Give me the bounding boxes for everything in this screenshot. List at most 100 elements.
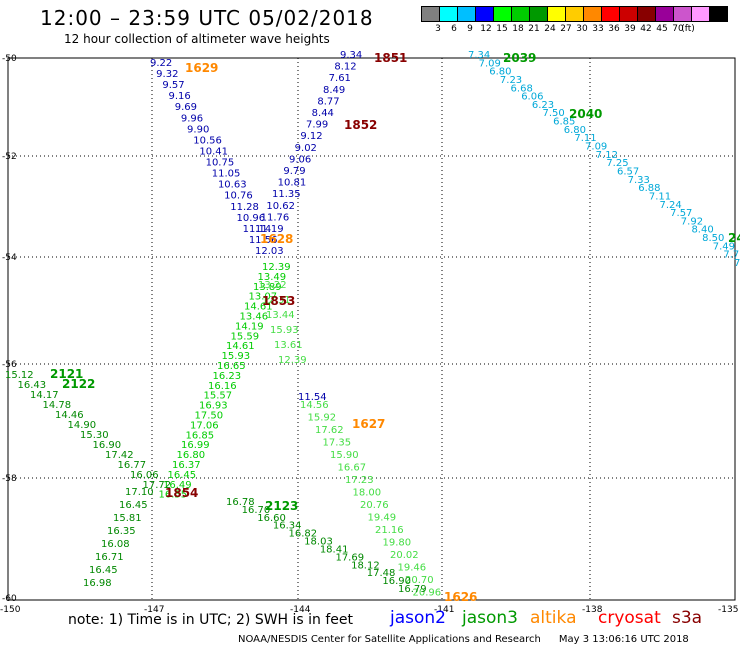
legend-label: 24 (544, 24, 556, 34)
satellite-cryosat: cryosat (598, 608, 661, 628)
wave-height-value: 17.48 (367, 568, 396, 579)
legend-label: 21 (528, 24, 540, 34)
wave-height-value: 8.77 (317, 96, 339, 107)
legend-swatch (709, 6, 728, 22)
wave-height-value: 17.10 (125, 487, 154, 498)
wave-height-value: 13.61 (274, 340, 303, 351)
pass-id-label: 1629 (185, 61, 218, 75)
wave-height-value: 14.17 (30, 390, 59, 401)
wave-height-value: 16.16 (208, 381, 237, 392)
wave-height-value: 8.50 (702, 233, 724, 244)
map-title: 12:00 – 23:59 UTC 05/02/2018 (40, 6, 374, 30)
wave-height-value: 14.19 (235, 321, 264, 332)
legend-label: 39 (624, 24, 636, 34)
note-text: note: 1) Time is in UTC; 2) SWH is in fe… (68, 612, 354, 628)
legend-label: 45 (656, 24, 668, 34)
wave-height-value: 16.80 (177, 450, 206, 461)
wave-height-value: 10.75 (206, 158, 235, 169)
wave-height-value: 16.71 (95, 552, 124, 563)
wave-height-value: 16.99 (181, 440, 210, 451)
wave-height-value: 16.23 (213, 371, 242, 382)
wave-height-value: 17.69 (335, 552, 364, 563)
wave-height-value: 13.49 (258, 272, 287, 283)
wave-height-value: 7.12 (596, 150, 618, 161)
wave-height-value: 16.37 (172, 460, 201, 471)
pass-id-label: 24 (728, 231, 740, 245)
lon-label: -141 (434, 605, 454, 615)
satellite-jason3: jason3 (462, 608, 518, 628)
lat-label: -56 (2, 360, 17, 370)
wave-height-value: 6.85 (553, 117, 575, 128)
wave-height-value: 15.12 (5, 370, 34, 381)
wave-height-value: 9.69 (175, 102, 197, 113)
wave-height-value: 11.76 (261, 212, 290, 223)
wave-height-value: 15.57 (204, 391, 233, 402)
wave-height-value: 7.33 (628, 175, 650, 186)
wave-height-value: 16.70 (242, 505, 271, 516)
wave-height-value: 15.92 (308, 413, 337, 424)
wave-height-value: 14.56 (300, 400, 329, 411)
pass-id-label: 2123 (265, 499, 298, 513)
satellite-jason2: jason2 (390, 608, 446, 628)
wave-height-value: 7.09 (585, 142, 607, 153)
pass-id-label: 1853 (262, 294, 295, 308)
wave-height-value: 9.57 (162, 80, 184, 91)
lat-label: -50 (2, 54, 17, 64)
wave-height-value: 18.41 (320, 544, 349, 555)
pass-id-label: 1628 (260, 232, 293, 246)
legend-label: 12 (480, 24, 492, 34)
wave-height-value: 14.61 (226, 341, 255, 352)
wave-height-value: 18.12 (351, 560, 380, 571)
wave-height-value: 11.54 (298, 392, 327, 403)
color-legend: 3 6 9 12 15 18 21 24 27 30 33 36 39 42 45 70 (ft) (421, 6, 728, 36)
wave-height-value: 15.59 (231, 331, 260, 342)
pass-id-label: 2122 (62, 377, 95, 391)
wave-height-value: 9.96 (181, 113, 203, 124)
wave-height-value: 9.90 (187, 124, 209, 135)
wave-height-value: 17.50 (195, 411, 224, 422)
wave-height-value: 9.02 (295, 143, 317, 154)
wave-height-value: 7.49 (713, 241, 735, 252)
wave-height-value: 8.40 (691, 225, 713, 236)
pass-id-label: 1852 (344, 118, 377, 132)
wave-height-value: 10.41 (199, 146, 228, 157)
wave-height-value: 7.99 (306, 120, 328, 131)
wave-height-value: 18.03 (304, 537, 333, 548)
lat-label: -54 (2, 253, 17, 263)
lon-label: -138 (582, 605, 603, 615)
wave-height-value: 18.00 (353, 488, 382, 499)
wave-height-value: 6.68 (511, 83, 533, 94)
wave-height-value: 19.49 (368, 513, 397, 524)
lat-label: -60 (2, 594, 17, 604)
lon-label: -150 (0, 605, 21, 615)
pass-id-label: 1626 (444, 590, 477, 604)
wave-height-value: 9.34 (340, 50, 362, 61)
wave-height-value: 19.80 (383, 538, 412, 549)
legend-label: 42 (640, 24, 652, 34)
legend-label: 18 (512, 24, 524, 34)
wave-height-value: 10.62 (266, 201, 295, 212)
wave-height-value: 7.34 (468, 50, 490, 61)
wave-height-value: 17.62 (315, 425, 344, 436)
wave-height-value: 15.30 (80, 430, 109, 441)
wave-height-value: 12.31 (262, 295, 291, 306)
legend-label: 33 (592, 24, 604, 34)
wave-height-value: 16.45 (168, 470, 197, 481)
wave-height-value: 20.70 (405, 575, 434, 586)
wave-height-value: 12.39 (278, 355, 307, 366)
wave-height-value: 9.22 (150, 58, 172, 69)
wave-height-value: 21.16 (375, 525, 404, 536)
wave-height-value: 7.23 (500, 75, 522, 86)
wave-height-value: 7.57 (670, 208, 692, 219)
legend-label: 3 (435, 24, 441, 34)
wave-height-value: 15.93 (270, 325, 299, 336)
legend-label: (ft) (681, 24, 695, 34)
wave-height-value: 19.46 (398, 563, 427, 574)
credit-line: NOAA/NESDIS Center for Satellite Applica… (238, 634, 689, 645)
wave-height-value: 16.06 (130, 470, 159, 481)
wave-height-value: 14.61 (244, 302, 273, 313)
wave-height-value: 16.60 (257, 513, 286, 524)
wave-height-value: 20.96 (413, 588, 442, 599)
wave-height-value: 7.61 (329, 73, 351, 84)
wave-height-value: 16.78 (226, 497, 255, 508)
